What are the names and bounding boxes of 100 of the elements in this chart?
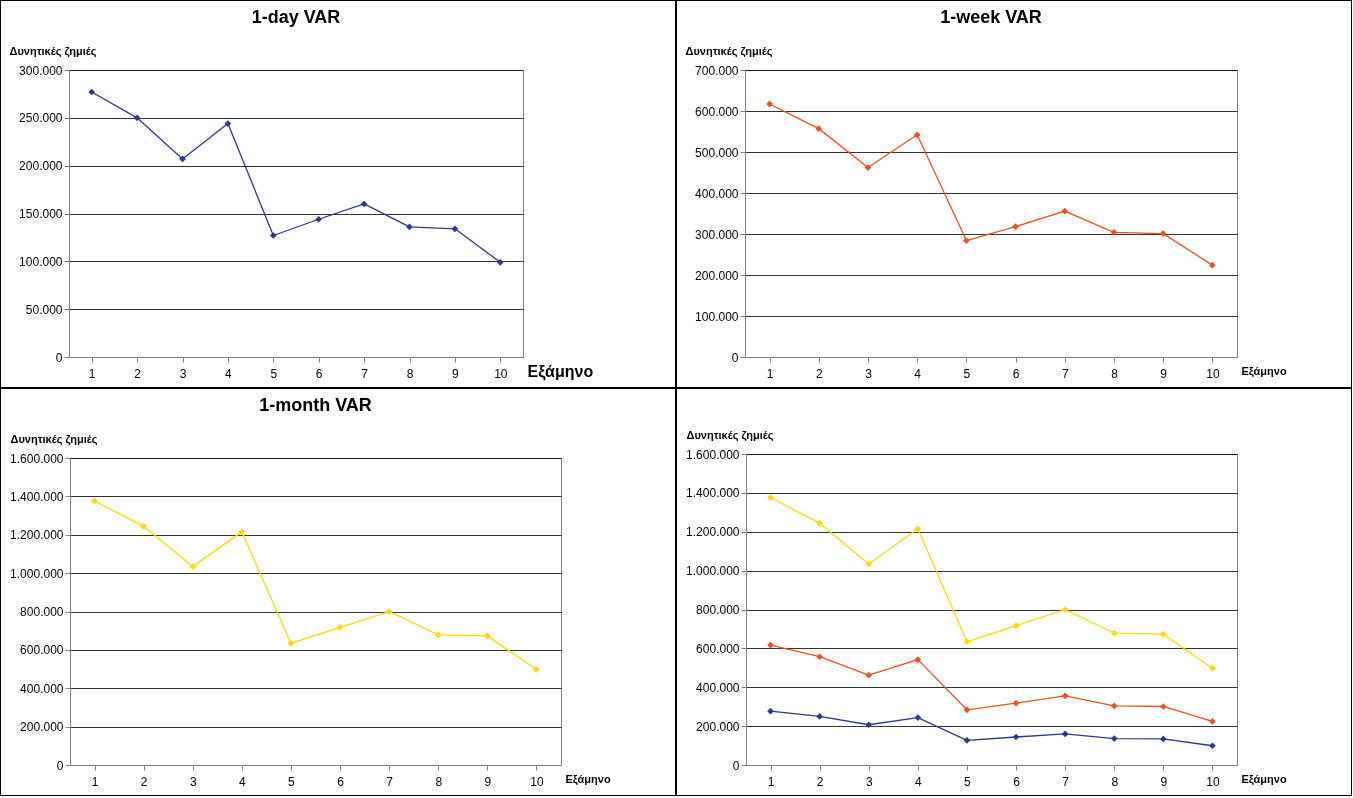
- y-tick-label: 200.000: [20, 720, 64, 735]
- point: [1012, 733, 1020, 741]
- point: [816, 519, 823, 527]
- point: [1209, 664, 1216, 672]
- point: [767, 707, 774, 715]
- y-tick-label: 600.000: [20, 643, 64, 658]
- y-axis-title: Δυνητικές ζημιές: [685, 44, 773, 58]
- point: [1110, 702, 1118, 710]
- chart-title: 1-week VAR: [940, 7, 1042, 27]
- y-tick-label: 300.000: [695, 227, 739, 242]
- x-tick-label: 9: [484, 774, 492, 789]
- point: [385, 608, 393, 615]
- y-tick-label: 100.000: [19, 254, 63, 269]
- point: [1012, 699, 1020, 707]
- x-axis-title: Εξάμηνο: [527, 362, 594, 381]
- x-tick-label: 10: [494, 366, 508, 381]
- x-tick-label: 8: [1111, 774, 1119, 789]
- y-tick-label: 1.200.000: [686, 525, 740, 540]
- x-tick-label: 4: [914, 366, 922, 381]
- point: [1160, 703, 1167, 710]
- point: [963, 706, 971, 714]
- y-tick-label: 300.000: [19, 63, 63, 78]
- point: [88, 88, 96, 96]
- y-axis-title: Δυνητικές ζημιές: [686, 428, 774, 442]
- y-tick-label: 1.600.000: [10, 451, 64, 466]
- y-tick-label: 1.400.000: [10, 489, 64, 504]
- x-tick-label: 7: [386, 774, 394, 789]
- y-tick-label: 1.400.000: [686, 486, 740, 501]
- point: [963, 638, 971, 646]
- x-tick-label: 5: [270, 366, 278, 381]
- x-tick-label: 8: [406, 366, 414, 381]
- point: [315, 215, 323, 223]
- point: [865, 721, 873, 729]
- x-tick-label: 2: [140, 774, 148, 789]
- x-tick-label: 5: [963, 366, 971, 381]
- y-tick-label: 400.000: [696, 680, 740, 695]
- y-tick-label: 50.000: [25, 302, 63, 317]
- chart-title: 1-day VAR: [251, 7, 341, 27]
- point: [1012, 223, 1019, 230]
- x-tick-label: 4: [225, 366, 233, 381]
- point: [1209, 261, 1216, 269]
- y-axis-title: Δυνητικές ζημιές: [9, 44, 97, 58]
- point: [1061, 730, 1069, 738]
- point: [1110, 629, 1118, 637]
- x-tick-label: 2: [816, 774, 824, 789]
- x-tick-label: 7: [1062, 774, 1070, 789]
- x-tick-label: 9: [452, 366, 460, 381]
- y-tick-label: 0: [732, 758, 740, 773]
- x-tick-label: 3: [865, 366, 873, 381]
- point: [914, 525, 922, 533]
- point: [914, 656, 922, 663]
- y-tick-label: 1.200.000: [10, 528, 64, 543]
- point: [1160, 630, 1167, 638]
- point: [451, 225, 459, 233]
- point: [189, 563, 197, 570]
- x-tick-label: 8: [1111, 366, 1119, 381]
- x-tick-label: 5: [288, 774, 296, 789]
- y-tick-label: 400.000: [695, 186, 739, 201]
- point: [533, 666, 540, 673]
- point: [1061, 207, 1069, 215]
- y-tick-label: 250.000: [19, 111, 63, 126]
- y-tick-label: 0: [56, 758, 64, 773]
- point: [269, 232, 277, 239]
- point: [287, 640, 295, 647]
- x-tick-label: 4: [239, 774, 247, 789]
- point: [360, 200, 368, 208]
- y-tick-label: 1.000.000: [10, 566, 64, 581]
- y-tick-label: 600.000: [695, 104, 739, 119]
- x-tick-label: 1: [88, 366, 96, 381]
- point: [140, 522, 147, 530]
- point: [913, 131, 921, 139]
- x-tick-label: 2: [134, 366, 142, 381]
- y-tick-label: 500.000: [695, 145, 739, 160]
- x-tick-label: 1: [766, 366, 774, 381]
- point: [1012, 622, 1020, 629]
- point: [1159, 230, 1167, 237]
- x-axis-title: Εξάμηνο: [1241, 364, 1287, 378]
- point: [1209, 718, 1216, 725]
- point: [1160, 735, 1167, 743]
- point: [1061, 606, 1069, 613]
- y-tick-label: 200.000: [695, 268, 739, 283]
- point: [816, 653, 823, 661]
- point: [1061, 692, 1069, 700]
- x-tick-label: 10: [1206, 774, 1220, 789]
- y-tick-label: 1.600.000: [686, 447, 740, 462]
- x-tick-label: 1: [767, 774, 775, 789]
- y-tick-label: 200.000: [696, 719, 740, 734]
- x-tick-label: 6: [1013, 774, 1021, 789]
- point: [238, 528, 246, 536]
- point: [496, 258, 504, 266]
- x-tick-label: 2: [815, 366, 823, 381]
- x-tick-label: 5: [964, 774, 972, 789]
- x-tick-label: 3: [179, 366, 187, 381]
- y-tick-label: 150.000: [19, 207, 63, 221]
- chart-title: 1-month VAR: [259, 395, 372, 415]
- x-tick-label: 1: [91, 774, 99, 789]
- point: [815, 125, 823, 132]
- y-tick-label: 400.000: [20, 681, 64, 696]
- x-tick-label: 3: [865, 774, 873, 789]
- y-tick-label: 0: [731, 350, 739, 365]
